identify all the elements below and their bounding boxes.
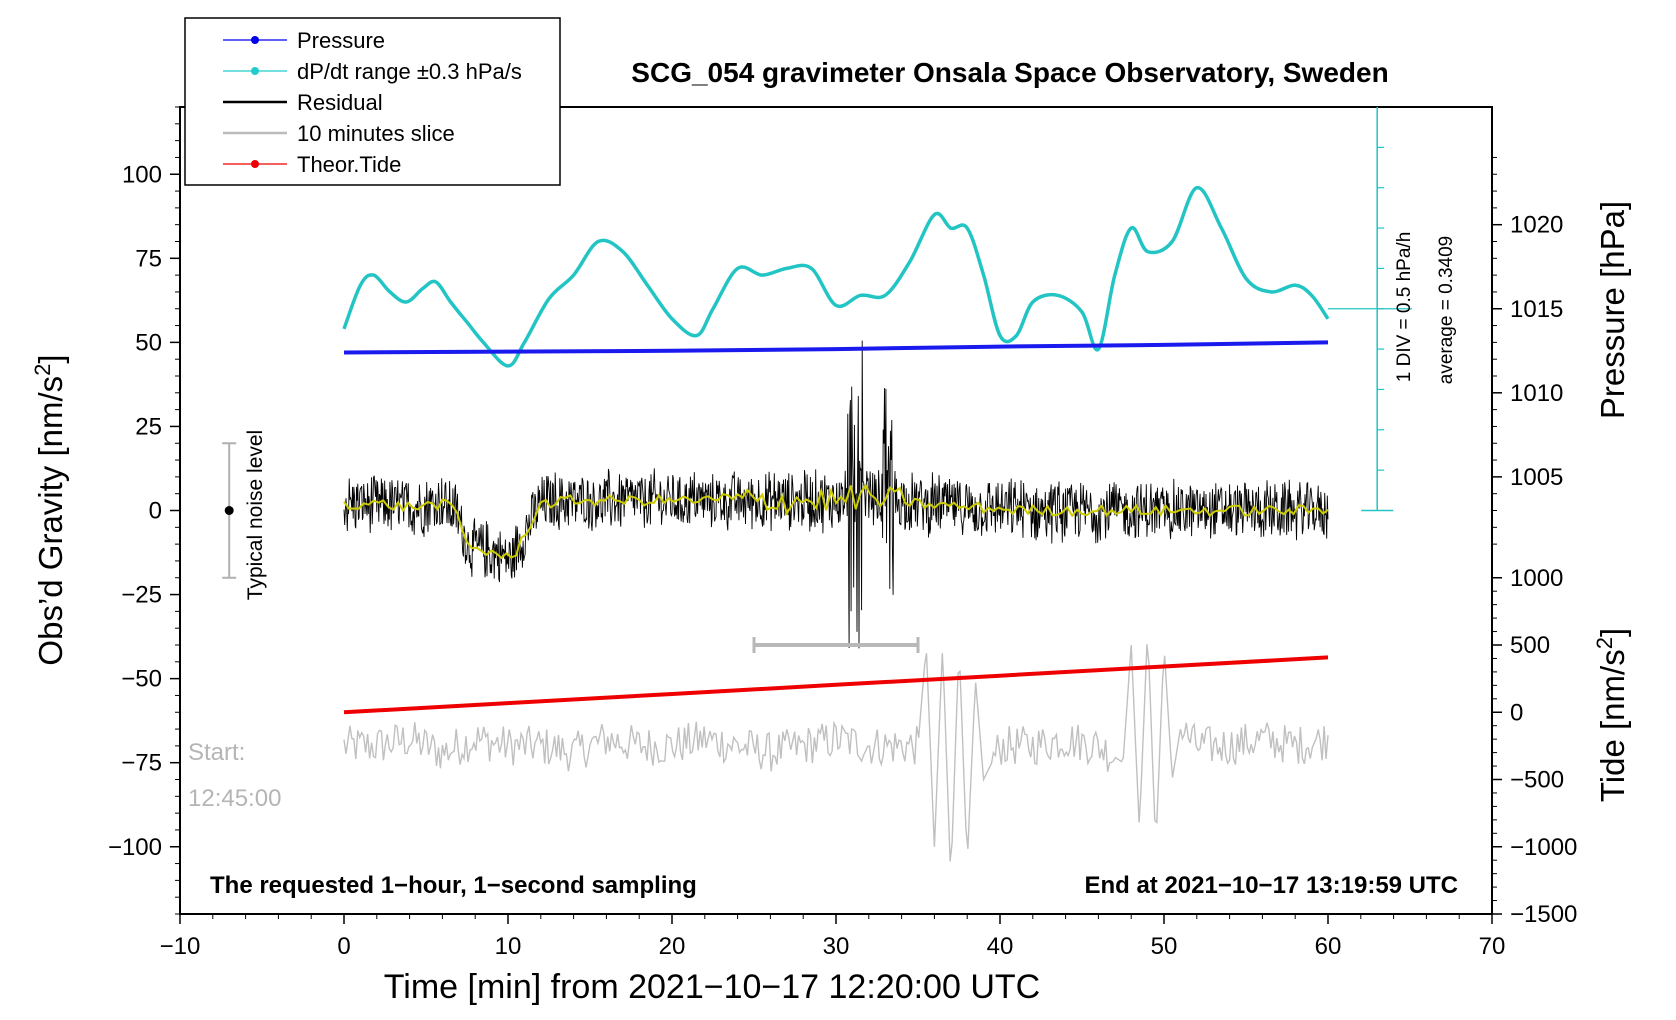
start-time-label: 12:45:00 [188, 785, 281, 812]
dpdt-series-line [342, 185, 1330, 368]
tide-tick-label-4: 500 [1510, 632, 1550, 659]
legend-label-0: Pressure [297, 28, 385, 53]
series-group [222, 107, 1412, 862]
y-left-tick-label-4: 0 [149, 498, 162, 525]
x-axis-label: Time [min] from 2021−10−17 12:20:00 UTC [384, 968, 1040, 1006]
x-tick-label-1: 0 [337, 933, 350, 960]
tide-series-line [343, 655, 1329, 715]
x-tick-label-7: 60 [1315, 933, 1342, 960]
y-left-tick-label-0: −100 [108, 834, 162, 861]
pressure-tick-label-1: 1010 [1510, 380, 1563, 407]
axes-group: −10 0 10 20 30 40 50 60 70−100−75−50−25025507510… [108, 106, 1577, 960]
slice-series-line [343, 644, 1329, 862]
dp-scale-label-1: 1 DIV = 0.5 hPa/h [1394, 232, 1415, 383]
y-left-axis-label: Obs’d Gravity [nm/s2] [30, 354, 69, 665]
pressure-tick-label-3: 1020 [1510, 212, 1563, 239]
bottom-left-annotation: The requested 1−hour, 1−second sampling [210, 872, 697, 899]
legend-label-4: Theor.Tide [297, 152, 401, 177]
y-pressure-axis-label: Pressure [hPa] [1594, 201, 1631, 419]
y-tide-label-main: Tide [nm/s [1594, 649, 1631, 802]
y-left-label-main: Obs’d Gravity [nm/s [32, 376, 69, 666]
tide-tick-label-3: 0 [1510, 699, 1523, 726]
noise-bar-center-dot [224, 506, 234, 515]
y-left-tick-label-2: −50 [121, 666, 162, 693]
y-left-tick-label-5: 25 [135, 413, 162, 440]
tide-tick-label-5: 1000 [1510, 565, 1563, 592]
x-tick-label-4: 30 [823, 933, 850, 960]
y-tide-label-sup: 2 [1592, 637, 1617, 649]
tide-tick-label-1: −1000 [1510, 834, 1577, 861]
legend-label-3: 10 minutes slice [297, 121, 455, 146]
noise-level-label: Typical noise level [244, 430, 267, 600]
chart-title: SCG_054 gravimeter Onsala Space Observat… [631, 57, 1388, 88]
y-left-tick-label-3: −25 [121, 582, 162, 609]
x-tick-label-0: −10 [160, 933, 201, 960]
y-left-label-end: ] [32, 354, 69, 363]
bottom-right-annotation: End at 2021−10−17 13:19:59 UTC [1084, 872, 1458, 899]
pressure-tick-label-0: 1005 [1510, 464, 1563, 491]
tide-tick-label-2: −500 [1510, 767, 1564, 794]
residual-smooth-line [343, 483, 1329, 560]
residual-series-line [343, 340, 1329, 649]
start-label: Start: [188, 739, 245, 766]
tide-tick-label-0: −1500 [1510, 901, 1577, 928]
x-tick-label-3: 20 [659, 933, 686, 960]
y-left-tick-label-7: 75 [135, 245, 162, 272]
x-tick-label-6: 50 [1151, 933, 1178, 960]
x-tick-label-2: 10 [495, 933, 522, 960]
legend-marker-0 [251, 36, 259, 44]
pressure-series-line [343, 340, 1329, 355]
legend: Pressure dP/dt range ±0.3 hPa/s Residual 10… [184, 17, 561, 186]
y-left-tick-label-1: −75 [121, 750, 162, 777]
y-tide-axis-label: Tide [nm/s2] [1592, 628, 1631, 802]
legend-marker-1 [251, 67, 259, 75]
y-left-tick-label-6: 50 [135, 329, 162, 356]
y-left-label-sup: 2 [30, 364, 55, 376]
x-tick-label-8: 70 [1479, 933, 1506, 960]
legend-marker-4 [251, 160, 259, 168]
legend-label-2: Residual [297, 90, 383, 115]
x-tick-label-5: 40 [987, 933, 1014, 960]
y-tide-label-end: ] [1594, 628, 1631, 637]
y-left-tick-label-8: 100 [122, 161, 162, 188]
legend-label-1: dP/dt range ±0.3 hPa/s [297, 59, 522, 84]
pressure-tick-label-2: 1015 [1510, 296, 1563, 323]
dp-scale-label-2: average = 0.3409 [1436, 236, 1457, 384]
